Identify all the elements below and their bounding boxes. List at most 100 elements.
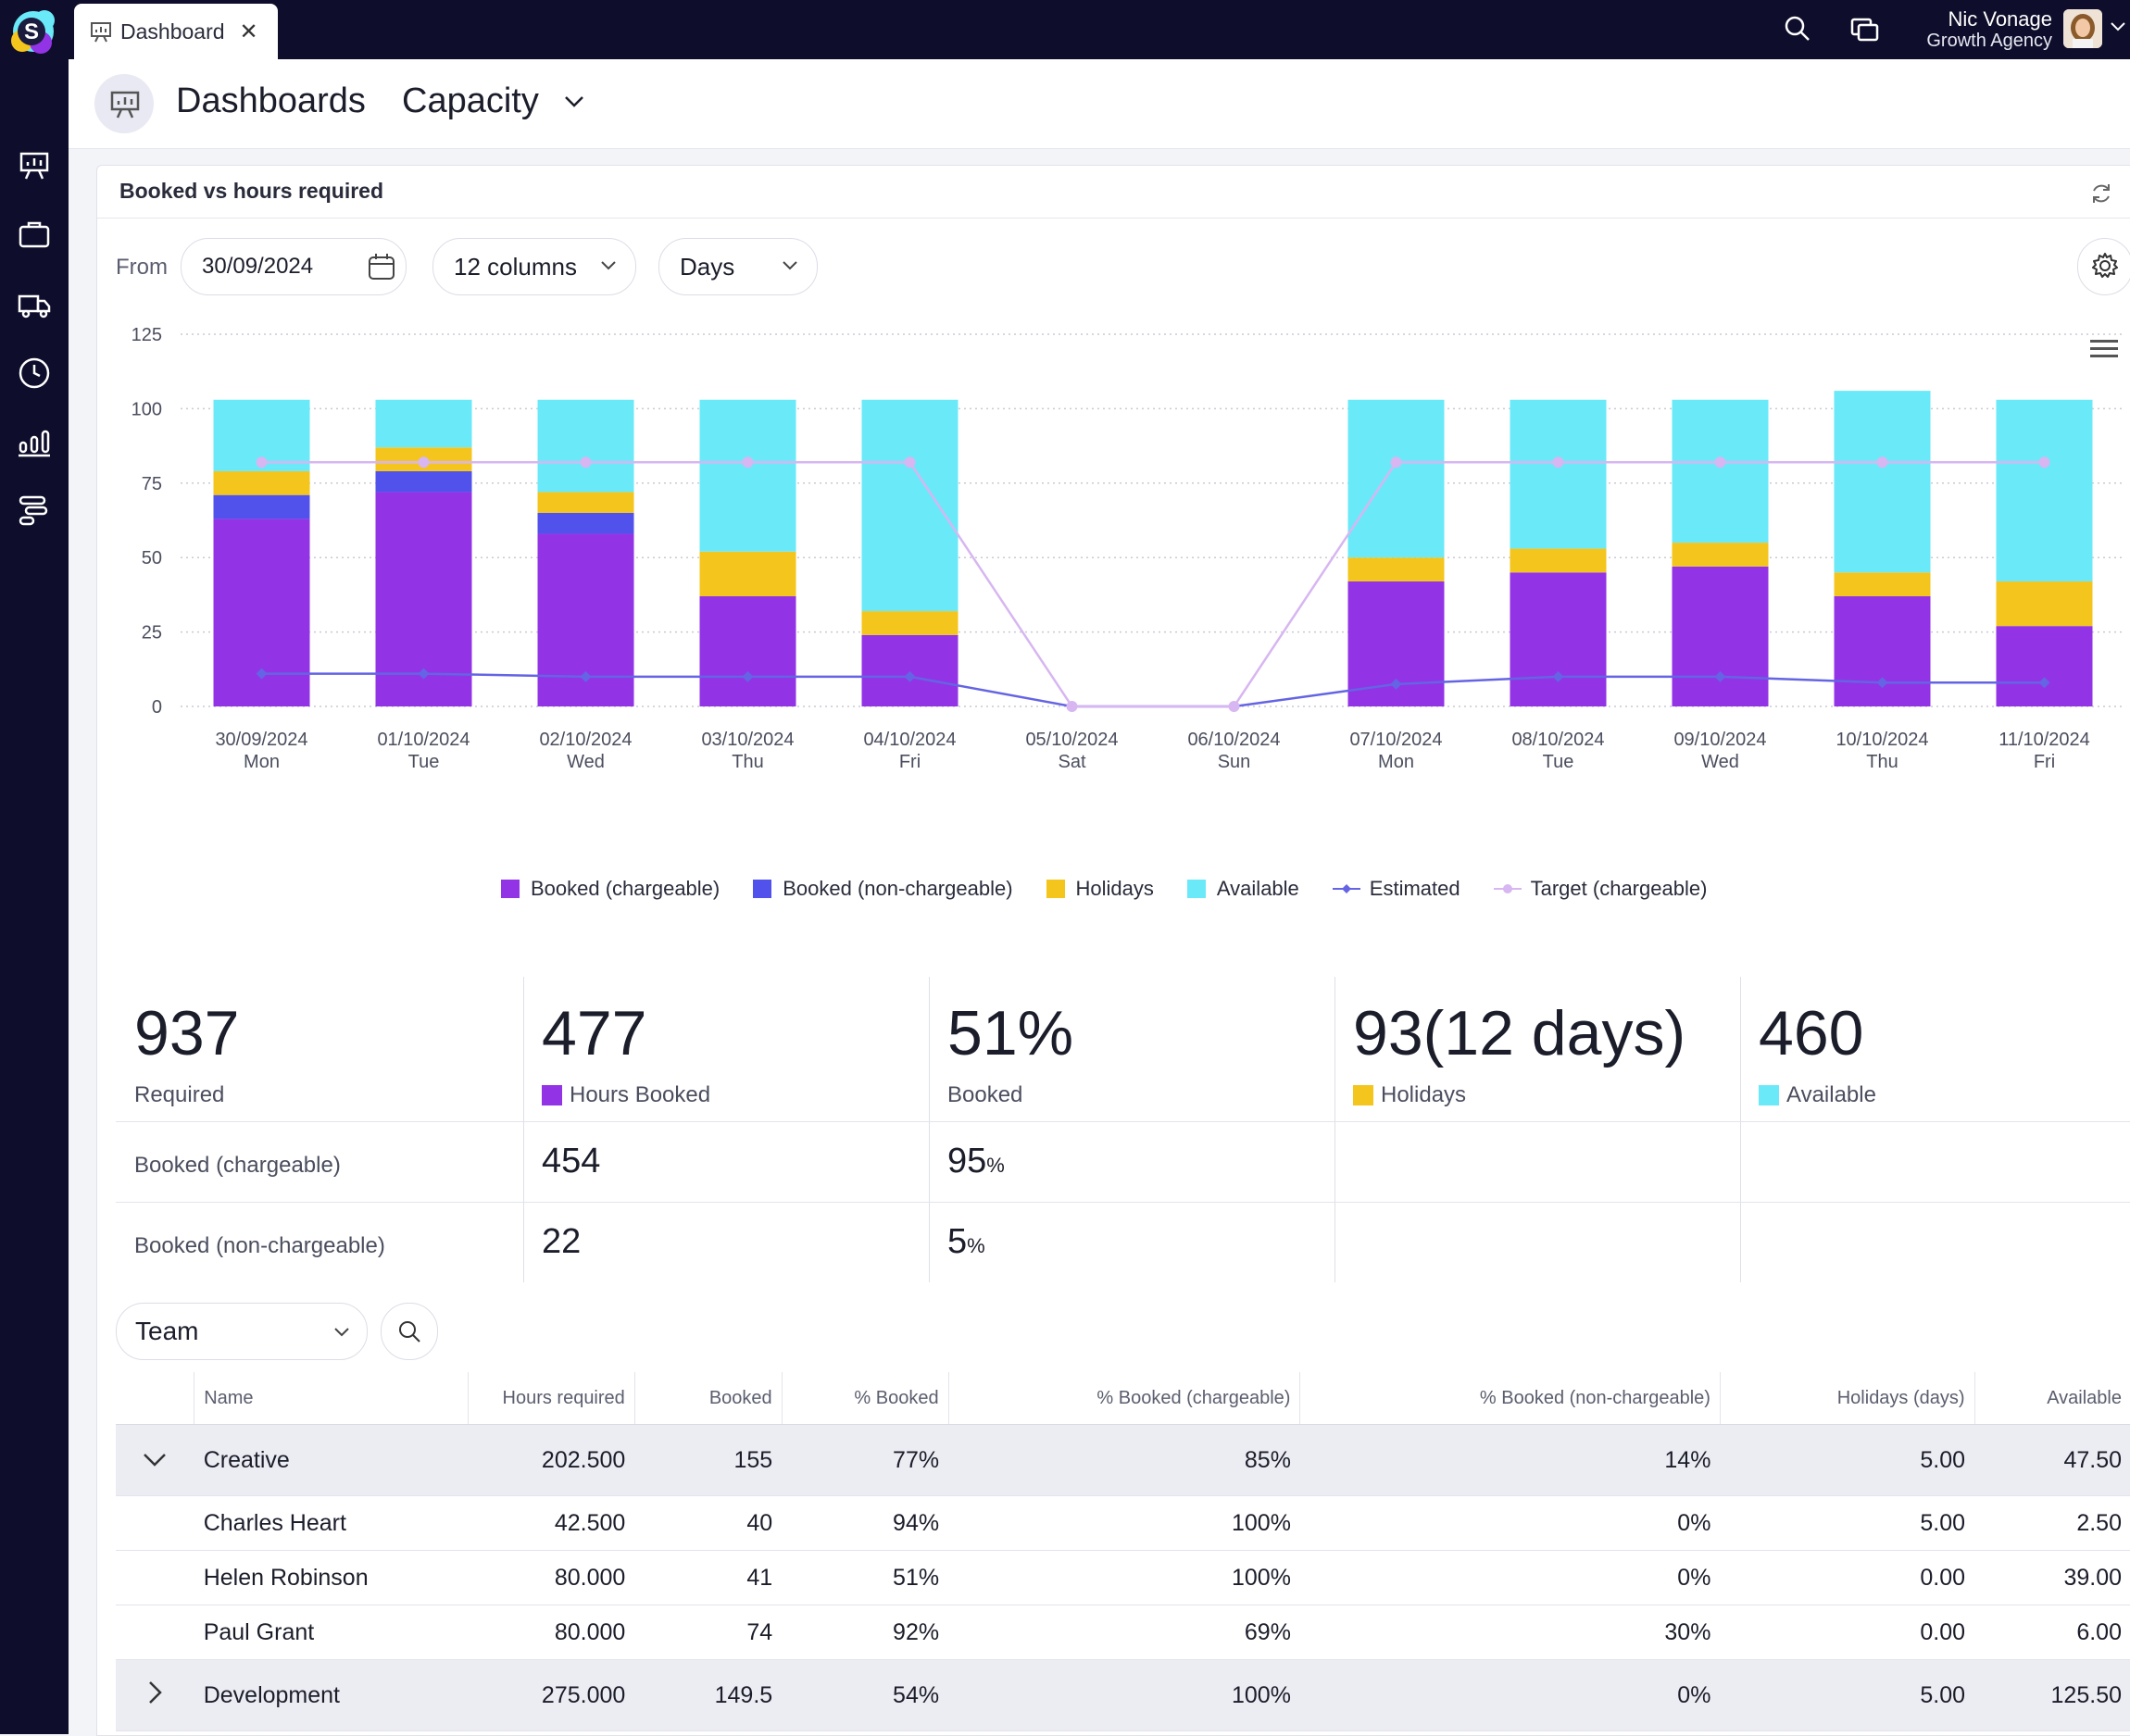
data-point: [2038, 677, 2050, 689]
user-org[interactable]: Growth Agency: [1926, 31, 2052, 51]
stat-label: Booked: [947, 1082, 1022, 1108]
date-picker[interactable]: 30/09/2024: [181, 238, 407, 295]
column-header[interactable]: % Booked (non-chargeable): [1299, 1372, 1721, 1425]
table-cell: Paul Grant: [194, 1605, 469, 1660]
column-header[interactable]: % Booked: [782, 1372, 949, 1425]
stat-label: Available: [1759, 1082, 1876, 1108]
bar-segment: [1347, 557, 1445, 581]
windows-icon[interactable]: [1850, 17, 1880, 43]
data-point: [418, 456, 430, 468]
expand-toggle[interactable]: [116, 1659, 194, 1731]
expand-toggle[interactable]: [116, 1424, 194, 1496]
table-cell: 30%: [1299, 1605, 1721, 1660]
x-tick-label: 04/10/2024: [863, 730, 956, 750]
legend-label: Available: [1216, 877, 1299, 900]
x-tick-label: 30/09/2024: [215, 730, 307, 750]
search-icon[interactable]: [1784, 15, 1811, 43]
column-header[interactable]: Booked: [634, 1372, 783, 1425]
data-point: [1714, 456, 1726, 468]
legend-label: Holidays: [1075, 877, 1154, 900]
table-cell: 51%: [782, 1550, 949, 1605]
table-cell: 125.50: [1974, 1659, 2130, 1731]
legend-holidays[interactable]: Holidays: [1046, 877, 1154, 901]
page-header: Dashboards Capacity: [69, 59, 2130, 149]
stat-hours-booked: 477 Hours Booked: [523, 977, 929, 1121]
team-table: Name Hours required Booked % Booked % Bo…: [116, 1372, 2130, 1731]
table-row[interactable]: Paul Grant 80.000 74 92% 69% 30% 0.00 6.…: [116, 1605, 2130, 1660]
legend-estimated[interactable]: Estimated: [1332, 877, 1460, 901]
gantt-icon[interactable]: [17, 493, 52, 528]
legend-booked-chargeable[interactable]: Booked (chargeable): [501, 877, 720, 901]
chevron-down-icon[interactable]: [2110, 20, 2126, 33]
truck-icon[interactable]: [17, 287, 52, 322]
column-header[interactable]: Name: [194, 1372, 469, 1425]
calendar-icon[interactable]: [367, 252, 396, 281]
legend-line-swatch: [1332, 884, 1360, 893]
dashboard-selector[interactable]: Capacity: [402, 81, 539, 120]
app-logo-icon[interactable]: S: [9, 7, 57, 56]
dashboard-icon[interactable]: [17, 148, 52, 183]
data-point: [742, 670, 754, 682]
user-name[interactable]: Nic Vonage: [1948, 7, 2052, 31]
reports-icon[interactable]: [17, 424, 52, 459]
legend-target-chargeable[interactable]: Target (chargeable): [1493, 877, 1707, 901]
table-cell: 6.00: [1974, 1605, 2130, 1660]
avatar[interactable]: [2063, 9, 2102, 48]
divider: [1740, 977, 1741, 1282]
bar-segment: [1672, 543, 1769, 567]
bar-segment: [537, 399, 634, 493]
y-tick-label: 75: [142, 474, 162, 494]
clock-icon[interactable]: [17, 356, 52, 391]
column-header[interactable]: % Booked (chargeable): [948, 1372, 1301, 1425]
column-header[interactable]: Hours required: [468, 1372, 635, 1425]
settings-button[interactable]: [2077, 238, 2130, 295]
briefcase-icon[interactable]: [17, 217, 52, 252]
table-cell: 155: [634, 1424, 783, 1496]
column-header[interactable]: Available: [1974, 1372, 2130, 1425]
swatch: [1353, 1085, 1373, 1105]
legend-booked-non-chargeable[interactable]: Booked (non-chargeable): [753, 877, 1013, 901]
percent-unit: %: [967, 1234, 985, 1257]
close-tab-icon[interactable]: ✕: [239, 19, 258, 44]
table-row-group[interactable]: Development 275.000 149.5 54% 100% 0% 5.…: [116, 1659, 2130, 1731]
legend-available[interactable]: Available: [1186, 877, 1299, 901]
tab-dashboard[interactable]: Dashboard ✕: [74, 4, 278, 59]
row-value: 454: [542, 1142, 601, 1180]
divider: [116, 1202, 2130, 1203]
stat-value: 93(12 days): [1353, 998, 1686, 1068]
table-search-button[interactable]: [381, 1303, 438, 1360]
y-tick-label: 125: [132, 325, 162, 345]
divider: [1334, 977, 1335, 1282]
percent-unit: %: [986, 1154, 1005, 1177]
divider: [523, 977, 524, 1282]
period-value: Days: [680, 252, 735, 281]
table-row[interactable]: Helen Robinson 80.000 41 51% 100% 0% 0.0…: [116, 1550, 2130, 1605]
table-cell: 39.00: [1974, 1550, 2130, 1605]
columns-select[interactable]: 12 columns: [432, 238, 636, 295]
search-icon: [399, 1321, 420, 1343]
row-label-booked-non-chargeable: Booked (non-chargeable): [134, 1233, 385, 1258]
percent-number: 95: [947, 1142, 987, 1180]
table-cell: 5.00: [1720, 1659, 1975, 1731]
chart-menu-icon[interactable]: [2090, 338, 2118, 360]
bar-segment: [861, 634, 958, 706]
data-point: [904, 670, 916, 682]
table-row-group[interactable]: Creative 202.500 155 77% 85% 14% 5.00 47…: [116, 1424, 2130, 1496]
bar-segment: [861, 399, 958, 612]
gear-icon: [2092, 253, 2118, 278]
table-cell: 5.00: [1720, 1424, 1975, 1496]
data-point: [256, 456, 268, 468]
refresh-icon[interactable]: [2088, 181, 2114, 206]
data-point: [1228, 701, 1240, 712]
table-cell: [116, 1550, 194, 1605]
chevron-down-icon[interactable]: [563, 94, 585, 109]
stat-booked-percent: 51% Booked: [929, 977, 1334, 1121]
period-select[interactable]: Days: [658, 238, 818, 295]
stat-value: 477: [542, 998, 647, 1068]
table-row[interactable]: Charles Heart 42.500 40 94% 100% 0% 5.00…: [116, 1495, 2130, 1551]
column-header[interactable]: Holidays (days): [1720, 1372, 1975, 1425]
avatar-image-icon: [2063, 9, 2102, 48]
bar-segment: [375, 470, 472, 493]
group-by-select[interactable]: Team: [116, 1303, 368, 1360]
table-cell: [116, 1495, 194, 1551]
